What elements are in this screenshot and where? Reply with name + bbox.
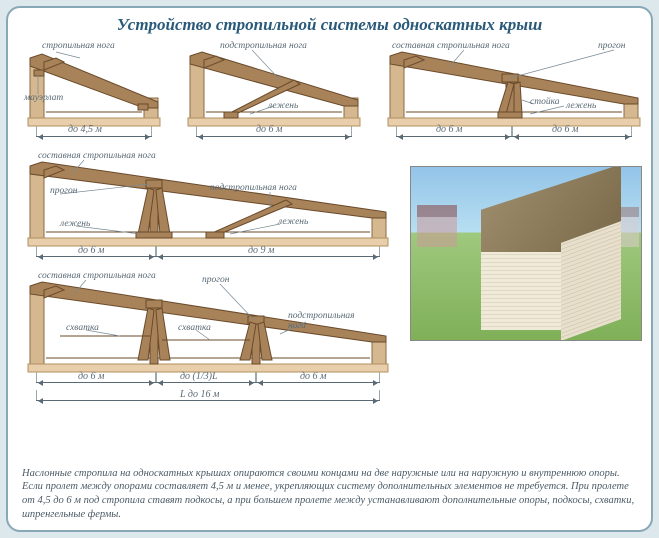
- label-lezhen4r: лежень: [278, 218, 308, 228]
- label-stoika: стойка: [530, 98, 560, 108]
- label-comp5: составная стропильная нога: [38, 272, 156, 282]
- label-lezhen4l: лежень: [60, 220, 90, 230]
- label-shvatr: схватка: [178, 324, 211, 334]
- label-progon4: прогон: [50, 187, 77, 197]
- label-lezhen3: лежень: [566, 102, 596, 112]
- label-mauerlat: мауэрлат: [24, 94, 63, 104]
- label-comp3: составная стропильная нога: [392, 42, 510, 52]
- diagram-3: составная стропильная нога прогон стойка…: [380, 40, 648, 148]
- diagram-1: стропильная нога мауэрлат до 4,5 м: [20, 40, 168, 148]
- label-sub: подстропильная нога: [220, 42, 307, 52]
- dim-d2: до 6 м: [256, 124, 282, 135]
- dim-d3r: до 6 м: [552, 124, 578, 135]
- dim-d1: до 4,5 м: [68, 124, 102, 135]
- label-lezhen: лежень: [268, 102, 298, 112]
- example-photo: [410, 166, 642, 341]
- main-frame: Устройство стропильной системы односкатн…: [6, 6, 653, 532]
- dim-d3l: до 6 м: [436, 124, 462, 135]
- label-sub4: подстропильная нога: [210, 184, 297, 194]
- dim-d5t: L до 16 м: [180, 389, 219, 400]
- dim-d5l: до 6 м: [78, 371, 104, 382]
- page-title: Устройство стропильной системы односкатн…: [14, 12, 645, 40]
- dim-d5r: до 6 м: [300, 371, 326, 382]
- dim-d4r: до 9 м: [248, 245, 274, 256]
- dim-d4l: до 6 м: [78, 245, 104, 256]
- diagram-2: подстропильная нога лежень до 6 м: [180, 40, 368, 148]
- label-sub5: подстропильная нога: [288, 312, 355, 332]
- dim-d5m: до (1/3)L: [180, 371, 218, 382]
- diagram-5: составная стропильная нога прогон схватк…: [20, 274, 396, 414]
- label-comp4: составная стропильная нога: [38, 152, 156, 162]
- label-progon5: прогон: [202, 276, 229, 286]
- caption-text: Наслонные стропила на односкатных крышах…: [14, 462, 645, 524]
- label-rafter: стропильная нога: [42, 42, 115, 52]
- diagram-4: составная стропильная нога прогон лежень…: [20, 152, 396, 270]
- diagram-grid: стропильная нога мауэрлат до 4,5 м подст…: [14, 40, 645, 462]
- label-progon3: прогон: [598, 42, 625, 52]
- label-shvatl: схватка: [66, 324, 99, 334]
